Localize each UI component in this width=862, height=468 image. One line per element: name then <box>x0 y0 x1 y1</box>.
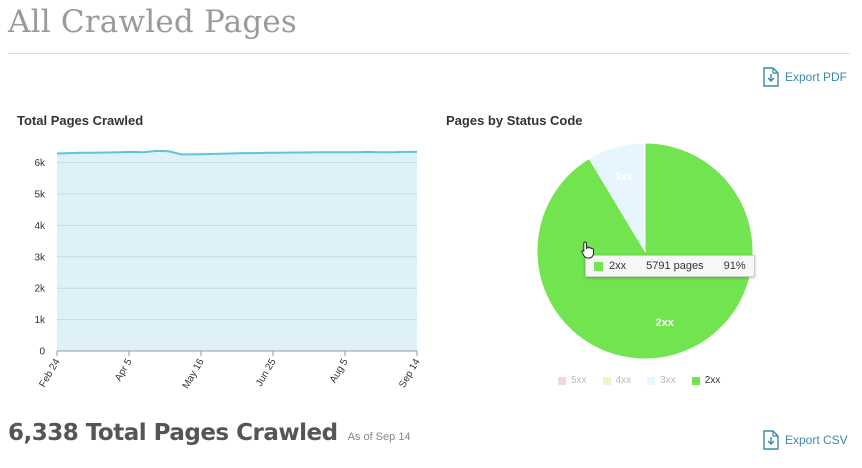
tooltip-label: 2xx <box>609 260 627 272</box>
export-csv-label: Export CSV <box>785 433 848 447</box>
x-tick-label: Aug 5 <box>328 357 351 386</box>
y-tick-label: 6k <box>34 158 46 169</box>
legend-label-5xx: 5xx <box>571 375 587 386</box>
download-document-icon <box>763 430 779 450</box>
legend-label-3xx: 3xx <box>660 375 676 386</box>
hand-pointer-cursor-icon <box>581 241 594 259</box>
page-title: All Crawled Pages <box>8 4 298 40</box>
pie-data-label-2xx: 2xx <box>656 317 675 329</box>
title-divider <box>8 53 850 54</box>
legend-item-2xx[interactable]: 2xx <box>691 375 721 386</box>
y-tick-label: 1k <box>34 315 46 326</box>
tooltip-percent: 91% <box>723 260 746 272</box>
legend-label-4xx: 4xx <box>615 375 632 386</box>
tooltip-pages: 5791 pages <box>646 260 704 272</box>
series-line <box>56 149 417 156</box>
as-of-date: As of Sep 14 <box>347 431 411 443</box>
download-document-icon <box>763 67 779 87</box>
pie-tooltip: 2xx 5791 pages 91% <box>585 255 755 277</box>
export-pdf-label: Export PDF <box>785 70 848 84</box>
status-code-chart-title: Pages by Status Code <box>446 113 583 128</box>
legend-item-4xx[interactable]: 4xx <box>602 375 632 386</box>
pie-slice-4xx <box>643 142 646 252</box>
pie-slice-3xx <box>588 142 646 253</box>
total-pages-chart-title: Total Pages Crawled <box>17 113 144 128</box>
x-tick-label: Sep 14 <box>397 357 423 390</box>
legend-swatch-2xx <box>691 376 700 385</box>
y-tick-label: 3k <box>34 252 46 263</box>
y-tick-label: 2k <box>34 284 46 295</box>
x-tick-label: May 16 <box>181 357 207 391</box>
export-csv-button[interactable]: Export CSV <box>763 430 848 450</box>
legend-swatch-3xx <box>647 376 656 385</box>
total-summary: 6,338 Total Pages Crawled As of Sep 14 <box>8 420 411 446</box>
legend-swatch-5xx <box>558 376 566 385</box>
total-pages-heading: 6,338 Total Pages Crawled <box>8 420 338 446</box>
legend-item-3xx[interactable]: 3xx <box>647 375 676 386</box>
y-tick-label: 4k <box>34 221 46 232</box>
x-tick-label: Apr 5 <box>113 357 135 384</box>
pie-legend: 5xx 4xx 3xx 2xx <box>558 375 720 386</box>
x-tick-label: Feb 24 <box>38 357 63 390</box>
legend-item-5xx[interactable]: 5xx <box>558 375 587 386</box>
legend-label-2xx: 2xx <box>704 375 721 386</box>
y-tick-label: 5k <box>34 189 46 200</box>
export-pdf-button[interactable]: Export PDF <box>763 67 847 87</box>
area-fill <box>57 150 417 351</box>
legend-swatch-4xx <box>602 376 611 385</box>
pie-data-label-3xx: 3xx <box>615 171 634 183</box>
y-tick-label: 0 <box>39 347 45 358</box>
pie-slice-2xx <box>536 142 754 360</box>
tooltip-swatch <box>594 261 603 271</box>
x-tick-label: Jun 25 <box>254 357 279 389</box>
